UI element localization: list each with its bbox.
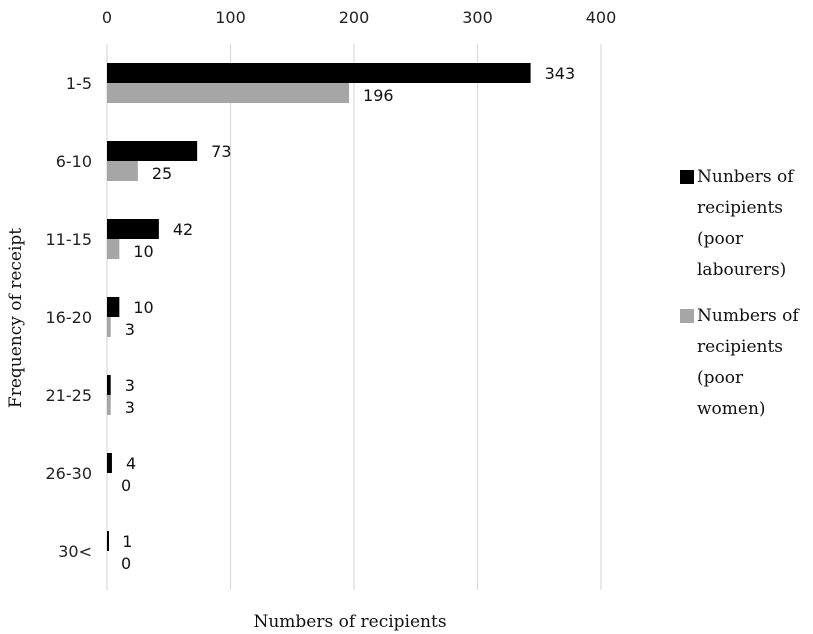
legend-label: recipients xyxy=(697,198,783,218)
legend-swatch xyxy=(680,170,694,184)
data-label: 0 xyxy=(121,554,131,573)
data-label: 3 xyxy=(125,320,135,339)
category-label: 26-30 xyxy=(46,464,93,483)
bar-poor-women xyxy=(107,395,111,415)
bar-poor-women xyxy=(107,239,120,259)
data-label: 4 xyxy=(126,454,136,473)
data-label: 10 xyxy=(133,298,153,317)
bar-poor-women xyxy=(107,317,111,337)
category-label: 6-10 xyxy=(56,152,92,171)
category-labels: 1-5 6-10 11-15 16-20 21-25 26-30 30< xyxy=(46,74,93,561)
data-label: 3 xyxy=(125,398,135,417)
legend-label: (poor xyxy=(697,368,744,388)
category-label: 1-5 xyxy=(66,74,92,93)
x-tick-label: 200 xyxy=(339,8,370,27)
x-axis-title: Numbers of recipients xyxy=(253,612,446,632)
data-label: 73 xyxy=(211,142,231,161)
x-tick-label: 0 xyxy=(102,8,112,27)
bar-poor-labourers xyxy=(107,297,120,317)
x-tick-label: 300 xyxy=(462,8,493,27)
bar-poor-labourers xyxy=(107,63,531,83)
data-label: 25 xyxy=(152,164,172,183)
data-label: 3 xyxy=(125,376,135,395)
bar-poor-labourers xyxy=(107,453,112,473)
category-label: 30< xyxy=(58,542,92,561)
bar-poor-women xyxy=(107,161,138,181)
x-axis-tick-labels: 0 100 200 300 400 xyxy=(102,8,616,27)
category-label: 21-25 xyxy=(46,386,93,405)
legend-label: Nunbers of xyxy=(697,167,795,187)
x-tick-label: 400 xyxy=(586,8,617,27)
data-label: 343 xyxy=(545,64,576,83)
legend-label: labourers) xyxy=(697,260,786,280)
bar-poor-labourers xyxy=(107,375,111,395)
x-tick-label: 100 xyxy=(215,8,246,27)
gridlines xyxy=(106,44,602,590)
legend: Nunbers of recipients (poor labourers) Numbe… xyxy=(680,167,800,419)
y-axis-title: Frequency of receipt xyxy=(6,228,26,408)
legend-label: Numbers of xyxy=(697,306,800,326)
legend-swatch xyxy=(680,309,694,323)
data-label: 196 xyxy=(363,86,394,105)
category-label: 16-20 xyxy=(46,308,93,327)
bar-poor-women xyxy=(107,83,350,103)
data-label: 0 xyxy=(121,476,131,495)
data-label: 42 xyxy=(173,220,193,239)
bar-poor-labourers xyxy=(107,141,198,161)
bars xyxy=(107,63,531,551)
legend-label: women) xyxy=(697,399,766,419)
legend-label: (poor xyxy=(697,229,744,249)
data-label: 10 xyxy=(133,242,153,261)
bar-poor-labourers xyxy=(107,531,109,551)
bar-poor-labourers xyxy=(107,219,159,239)
data-label: 1 xyxy=(122,532,132,551)
category-label: 11-15 xyxy=(46,230,93,249)
legend-label: recipients xyxy=(697,337,783,357)
